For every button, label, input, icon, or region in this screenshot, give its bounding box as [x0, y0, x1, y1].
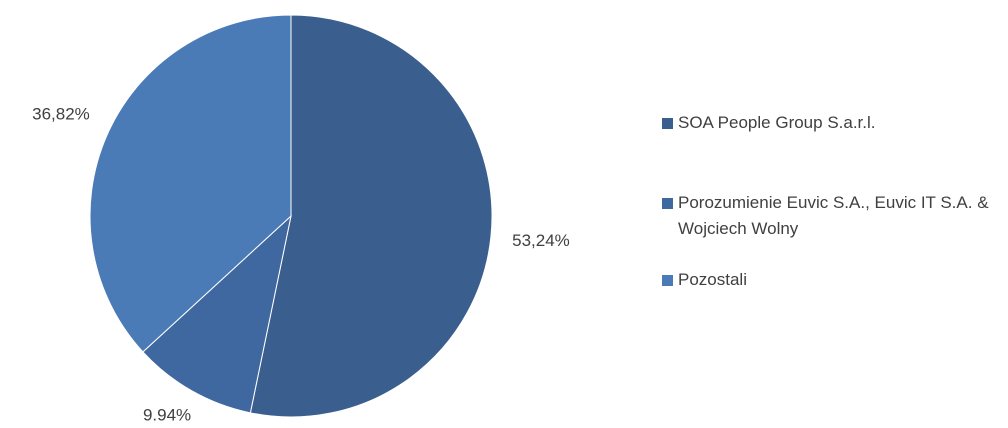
legend-swatch [662, 275, 673, 286]
legend-swatch [662, 118, 673, 129]
legend-label: Pozostali [678, 270, 747, 289]
legend-swatch [662, 198, 673, 209]
pie-slice [142, 214, 292, 414]
legend-entry: Porozumienie Euvic S.A., Euvic IT S.A. &… [662, 190, 1007, 242]
legend-label: SOA People Group S.a.r.l. [678, 113, 876, 132]
legend-entry: SOA People Group S.a.r.l. [662, 110, 1007, 136]
pie-slice [249, 14, 493, 418]
pie-slice [89, 14, 292, 353]
legend-entry: Pozostali [662, 267, 1007, 293]
data-label: 9.94% [143, 405, 191, 424]
data-label: 53,24% [512, 231, 570, 250]
legend-label: Porozumienie Euvic S.A., Euvic IT S.A. &… [678, 193, 989, 238]
data-label: 36,82% [32, 104, 90, 123]
